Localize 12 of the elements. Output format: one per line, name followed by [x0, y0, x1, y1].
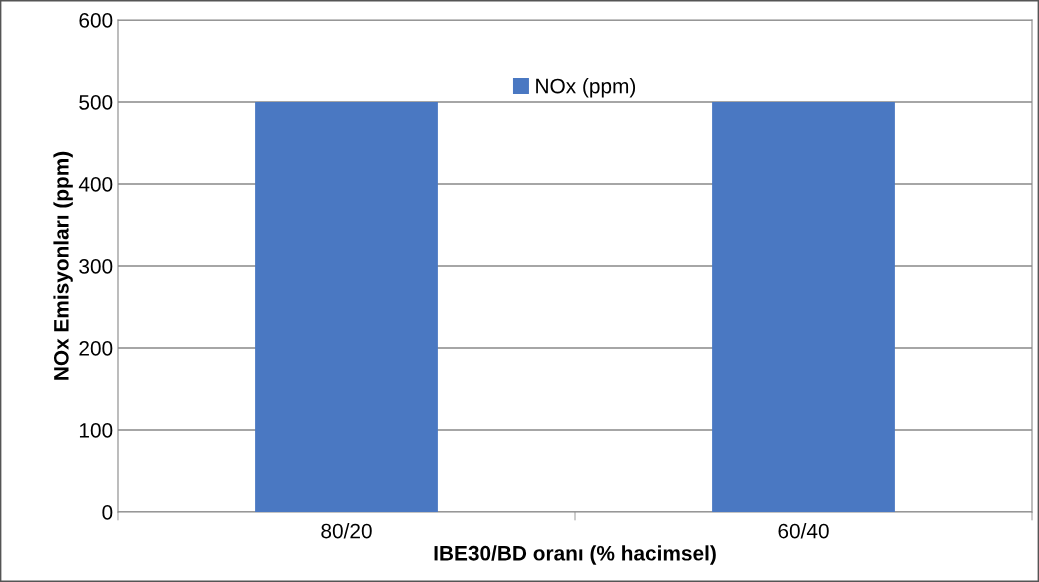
- legend-label: NOx (ppm): [536, 78, 636, 98]
- y-tick-label: 400: [78, 177, 113, 192]
- x-axis-title: IBE30/BD oranı (% hacimsel): [434, 545, 716, 565]
- y-tick-label: 500: [79, 95, 113, 110]
- y-axis-title: NOx Emisyonları (ppm): [53, 151, 73, 380]
- y-tick-label: 0: [102, 505, 113, 520]
- y-tick-label: 100: [79, 423, 113, 438]
- y-tick-label: 300: [79, 259, 113, 274]
- y-tick-label: 600: [79, 13, 113, 28]
- x-tick-label: 60/40: [778, 523, 829, 539]
- y-tick-label: 200: [79, 341, 113, 356]
- x-tick-label: 80/20: [321, 523, 372, 539]
